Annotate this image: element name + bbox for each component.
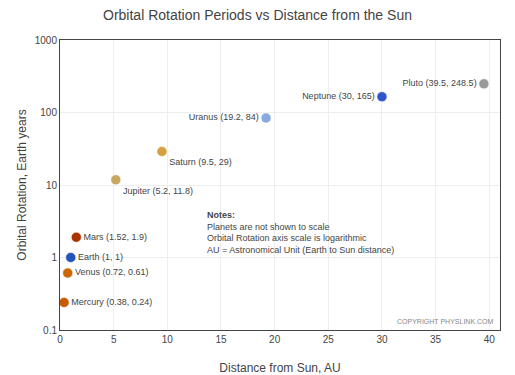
svg-text:Venus (0.72, 0.61): Venus (0.72, 0.61) (75, 267, 149, 277)
svg-text:Mercury (0.38, 0.24): Mercury (0.38, 0.24) (71, 297, 152, 307)
svg-text:Earth (1, 1): Earth (1, 1) (78, 252, 123, 262)
svg-text:Neptune (30, 165): Neptune (30, 165) (302, 91, 375, 101)
svg-text:0: 0 (57, 334, 63, 345)
svg-text:Pluto (39.5, 248.5): Pluto (39.5, 248.5) (403, 78, 477, 88)
svg-text:0.1: 0.1 (43, 325, 57, 336)
svg-text:Orbital Rotation, Earth years: Orbital Rotation, Earth years (15, 109, 29, 260)
svg-text:Saturn (9.5, 29): Saturn (9.5, 29) (169, 157, 232, 167)
svg-text:20: 20 (269, 334, 281, 345)
svg-text:1: 1 (51, 252, 57, 263)
svg-text:Jupiter (5.2, 11.8): Jupiter (5.2, 11.8) (123, 186, 193, 196)
svg-text:5: 5 (111, 334, 117, 345)
svg-text:Notes:Planets are not shown to: Notes:Planets are not shown to scaleOrbi… (207, 210, 394, 255)
svg-text:Orbital Rotation Periods vs Di: Orbital Rotation Periods vs Distance fro… (103, 7, 412, 23)
svg-text:15: 15 (215, 334, 227, 345)
svg-text:100: 100 (40, 107, 57, 118)
svg-text:10: 10 (162, 334, 174, 345)
svg-text:Uranus (19.2, 84): Uranus (19.2, 84) (189, 112, 259, 122)
svg-text:30: 30 (376, 334, 388, 345)
svg-text:35: 35 (430, 334, 442, 345)
svg-text:10: 10 (46, 180, 58, 191)
svg-text:COPYRIGHT PHYSLINK.COM: COPYRIGHT PHYSLINK.COM (397, 318, 494, 325)
svg-text:25: 25 (323, 334, 335, 345)
svg-text:Distance from Sun, AU: Distance from Sun, AU (219, 361, 340, 375)
svg-text:40: 40 (484, 334, 496, 345)
svg-text:1000: 1000 (35, 35, 58, 46)
svg-text:Mars (1.52, 1.9): Mars (1.52, 1.9) (84, 232, 148, 242)
